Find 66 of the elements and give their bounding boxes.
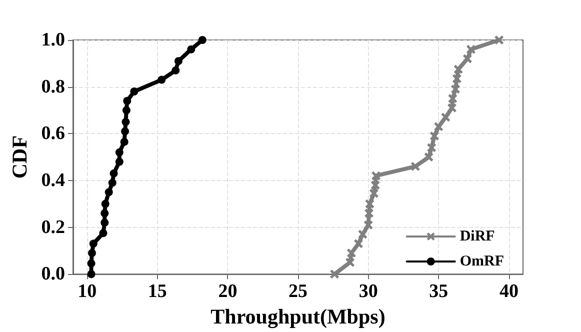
point [466, 44, 476, 54]
point [100, 218, 109, 227]
y-tick-label: 0.8 [41, 76, 65, 98]
y-tick-label: 0.0 [41, 264, 65, 285]
point [372, 171, 381, 180]
point [447, 103, 456, 112]
x-tick-label: 40 [499, 281, 518, 302]
point [172, 66, 180, 74]
x-tick-label: 25 [288, 281, 308, 302]
y-axis-title: CDF [8, 135, 32, 179]
point [424, 152, 434, 162]
point [410, 162, 420, 171]
point [99, 229, 108, 238]
x-tick-label: 30 [358, 281, 378, 302]
legend-label: DiRF [460, 228, 495, 244]
point [365, 199, 374, 208]
point [330, 270, 340, 279]
point [108, 178, 116, 187]
x-tick-label: 35 [429, 281, 448, 302]
point [427, 143, 436, 152]
point [101, 200, 110, 208]
y-tick-label: 1.0 [41, 30, 65, 50]
point [89, 240, 98, 248]
point [441, 112, 450, 122]
legend-label: OmRF [460, 254, 504, 270]
point [346, 258, 355, 267]
point [120, 138, 128, 146]
point [115, 158, 124, 166]
point [115, 148, 124, 156]
point [454, 64, 463, 74]
point [88, 249, 96, 258]
point [370, 180, 380, 190]
point [123, 96, 132, 105]
point [346, 248, 356, 258]
point [121, 127, 130, 136]
y-tick-label: 0.6 [41, 123, 65, 144]
point [110, 169, 118, 178]
point [130, 88, 138, 96]
point [434, 122, 444, 132]
point [494, 36, 504, 44]
x-tick-label: 20 [218, 281, 238, 302]
point [448, 94, 458, 104]
point [198, 36, 206, 44]
point [158, 76, 166, 84]
point [369, 188, 378, 198]
point [187, 45, 196, 54]
point [354, 239, 363, 248]
point [122, 106, 130, 114]
point [364, 220, 373, 230]
point [451, 84, 460, 94]
point [87, 270, 96, 278]
point [452, 74, 462, 84]
y-tick-label: 0.4 [41, 170, 66, 191]
point [100, 209, 109, 218]
point [358, 230, 368, 239]
x-tick-label: 10 [78, 281, 97, 302]
y-tick-label: 0.2 [41, 216, 65, 238]
x-tick-label: 15 [148, 281, 167, 302]
point [87, 259, 96, 268]
point [104, 188, 113, 196]
point [364, 208, 374, 218]
point [174, 57, 182, 66]
point [462, 54, 472, 64]
x-axis-title: Throughput(Mbps) [210, 304, 386, 328]
point [430, 131, 439, 140]
point [122, 118, 130, 126]
